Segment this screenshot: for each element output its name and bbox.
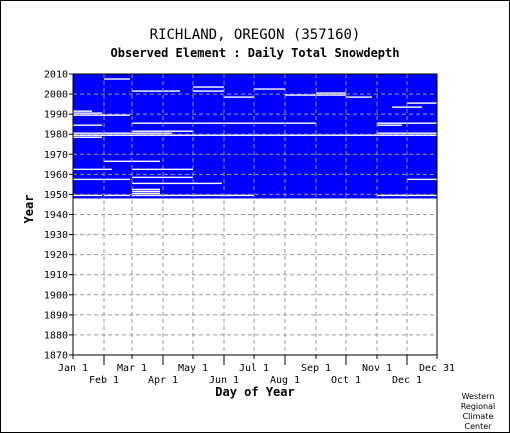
missing-data-segment [104,78,130,80]
y-tick-label: 1940 [44,210,68,221]
x-tick-label: Nov 1 [362,363,392,374]
x-axis-label: Day of Year [215,385,294,399]
credit-line: Center [465,422,493,431]
missing-data-segment [132,182,222,185]
credit-line: Regional [461,402,496,411]
x-tick-label: Dec 1 [392,375,422,386]
credit-block: Western Regional Climate Center [461,392,496,431]
y-tick-label: 1910 [44,270,68,281]
data-layer [73,74,437,199]
x-tick-label: Dec 31 [419,363,455,374]
x-tick-label: Jan 1 [58,363,88,374]
missing-data-segment [392,106,422,108]
chart-subtitle: Observed Element : Daily Total Snowdepth [111,46,400,60]
x-tick-label: May 1 [178,363,208,374]
y-tick-label: 1980 [44,130,68,141]
missing-data-segment [193,86,224,88]
chart-title: RICHLAND, OREGON (357160) [150,27,361,43]
x-tick-label: Feb 1 [89,375,119,386]
missing-data-segment [132,192,160,195]
missing-data-segment [377,124,402,126]
y-tick-label: 1920 [44,250,68,261]
missing-data-segment [73,178,130,181]
y-tick-label: 1970 [44,150,68,161]
missing-data-segment [193,90,224,92]
missing-data-segment [132,190,160,193]
y-tick-label: 1900 [44,290,68,301]
y-tick-label: 1990 [44,110,68,121]
missing-data-segment [224,96,254,98]
credit-line: Climate [463,412,494,421]
x-tick-label: Apr 1 [148,375,178,386]
credit-line: Western [462,392,495,401]
missing-data-segment [73,124,102,126]
missing-data-segment [73,112,102,114]
missing-data-segment [104,194,130,197]
y-tick-label: 1870 [44,351,68,362]
y-tick-label: 2010 [44,70,68,81]
axes: 1870 1880 1890 1900 1910 1920 1930 1940 1950 1960… [44,70,455,387]
missing-data-segment [132,90,180,92]
missing-data-segment [73,168,112,171]
y-axis-label: Year [22,195,36,224]
y-tick-label: 1960 [44,170,68,181]
missing-data-segment [407,178,437,181]
missing-data-segment [316,92,346,94]
missing-data-segment [73,194,102,197]
y-tick-label: 2000 [44,90,68,101]
y-tick-label: 1950 [44,190,68,201]
y-tick-label: 1890 [44,310,68,321]
x-tick-label: Aug 1 [270,375,300,386]
missing-data-segment [132,176,193,179]
x-tick-label: Mar 1 [117,363,147,374]
y-tick-label: 1930 [44,230,68,241]
grid-lines [73,74,437,355]
x-tick-label: Jun 1 [209,375,239,386]
x-tick-label: Jul 1 [239,363,269,374]
missing-data-segment [407,102,437,104]
missing-data-segment [73,132,172,134]
x-tick-label: Sep 1 [301,363,331,374]
missing-data-segment [73,110,92,112]
x-tick-label: Oct 1 [331,375,361,386]
missing-data-segment [132,188,160,191]
missing-data-segment [346,96,372,98]
missing-data-segment [73,114,130,116]
missing-data-segment [254,88,285,90]
missing-data-segment [132,168,193,171]
missing-data-segment [73,134,437,136]
missing-data-segment [73,136,102,138]
y-tick-label: 1880 [44,330,68,341]
